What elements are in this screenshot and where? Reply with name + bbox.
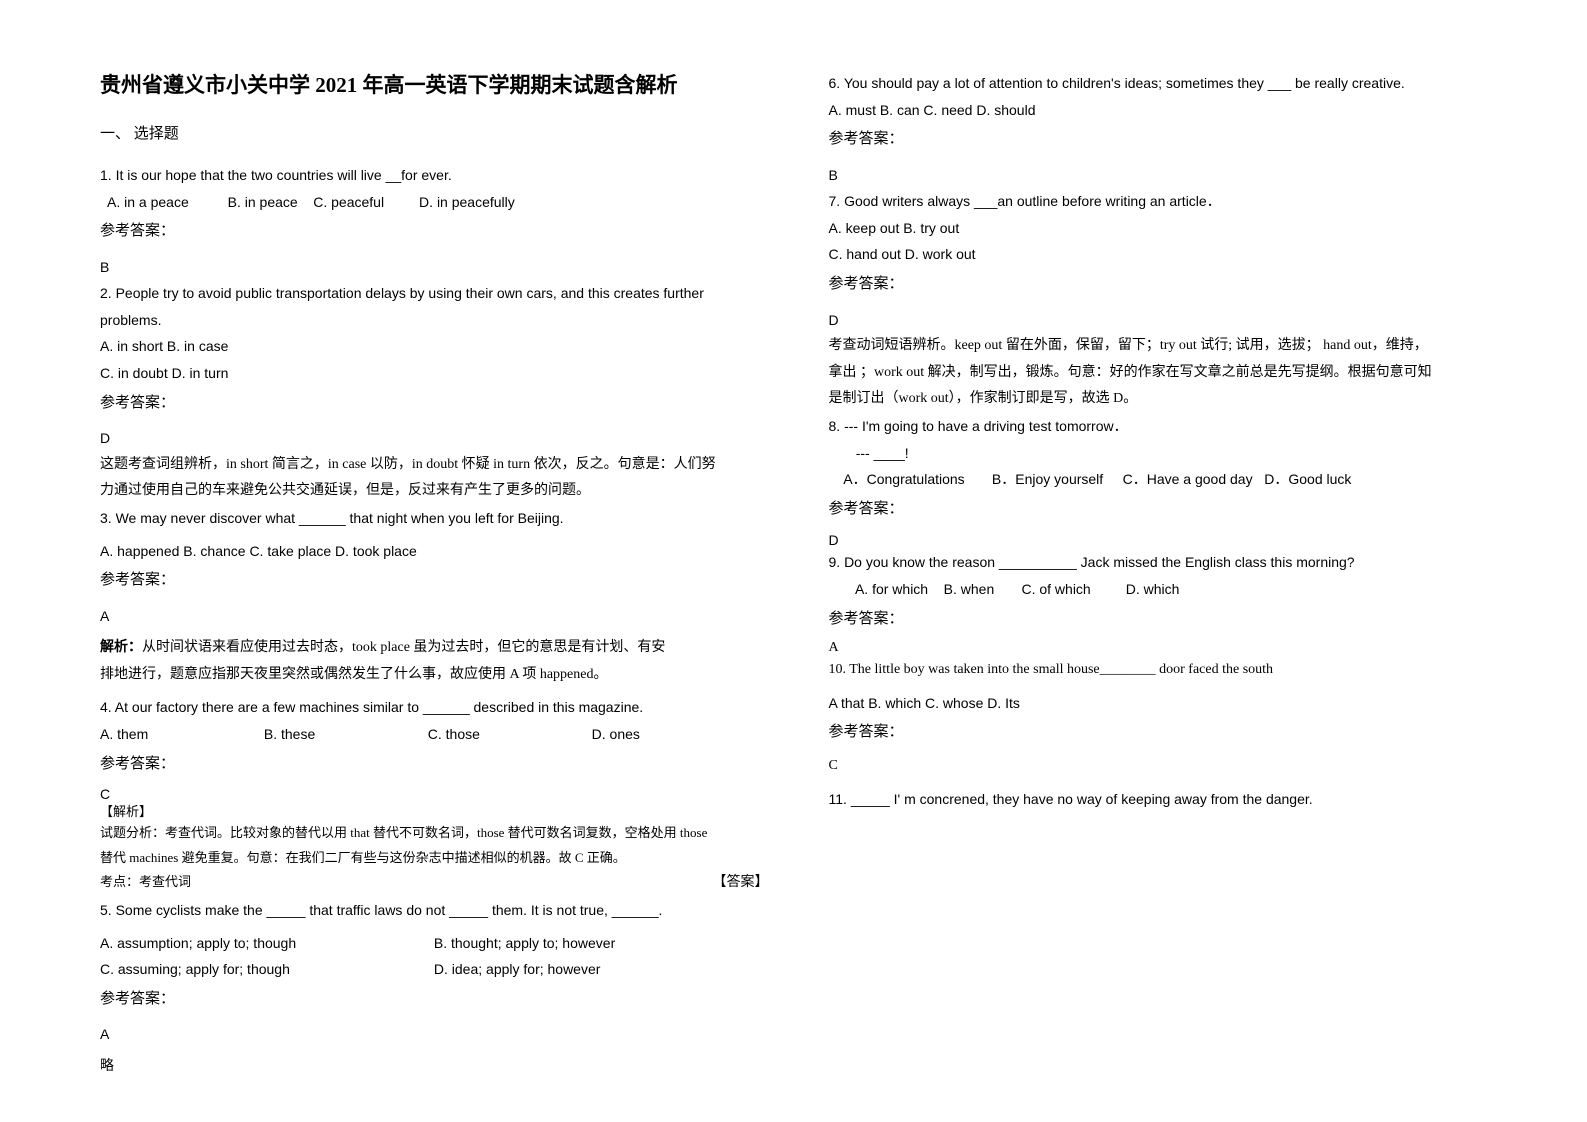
q7-explain-1: 考查动词短语辨析。keep out 留在外面，保留，留下；try out 试行;… <box>829 333 1498 360</box>
q2-explain-2: 力通过使用自己的车来避免公共交通延误，但是，反过来有产生了更多的问题。 <box>100 478 769 505</box>
q4-line3: 考点：考查代词 <box>100 870 191 895</box>
q4-answer: C <box>100 786 769 803</box>
q1-ans-label: 参考答案： <box>100 217 769 246</box>
q7-stem: 7. Good writers always ___an outline bef… <box>829 188 1498 215</box>
q1-options: A. in a peace B. in peace C. peaceful D.… <box>100 189 769 216</box>
q7-explain-2: 拿出 ；work out 解决，制写出，锻炼。句意：好的作家在写文章之前总是先写… <box>829 360 1498 387</box>
q5-opt-c: C. assuming; apply for; though <box>100 956 430 983</box>
q8-stem-2: --- ____! <box>829 440 1498 467</box>
q8-ans-label: 参考答案： <box>829 495 1498 524</box>
q4-line1: 试题分析：考查代词。比较对象的替代以用 that 替代不可数名词，those 替… <box>100 821 769 846</box>
q4-opt-c: C. those <box>428 721 588 748</box>
q10-stem: 10. The little boy was taken into the sm… <box>829 657 1498 684</box>
q9-stem: 9. Do you know the reason __________ Jac… <box>829 549 1498 576</box>
q1-stem: 1. It is our hope that the two countries… <box>100 162 769 189</box>
q5-stem: 5. Some cyclists make the _____ that tra… <box>100 897 769 924</box>
q10-answer: C <box>829 753 1498 780</box>
q5-lue: 略 <box>100 1054 769 1081</box>
q3-explain-1: 解析：从时间状语来看应使用过去时态，took place 虽为过去时，但它的意思… <box>100 635 769 662</box>
q1-answer: B <box>100 254 769 281</box>
q3-answer: A <box>100 603 769 630</box>
q5-options-row2: C. assuming; apply for; though D. idea; … <box>100 956 769 983</box>
q5-answer: A <box>100 1021 769 1048</box>
q4-stem: 4. At our factory there are a few machin… <box>100 694 769 721</box>
q7-options-b: C. hand out D. work out <box>829 241 1498 268</box>
doc-title: 贵州省遵义市小关中学 2021 年高一英语下学期期末试题含解析 <box>100 70 769 102</box>
q3-explain-2: 排地进行，题意应指那天夜里突然或偶然发生了什么事，故应使用 A 项 happen… <box>100 662 769 689</box>
q8-answer: D <box>829 531 1498 549</box>
q6-stem: 6. You should pay a lot of attention to … <box>829 70 1498 97</box>
q6-answer: B <box>829 162 1498 189</box>
q3-ans-label: 参考答案： <box>100 566 769 595</box>
q11-stem: 11. _____ I' m concrened, they have no w… <box>829 786 1498 813</box>
q3-explain-1-text: 从时间状语来看应使用过去时态，took place 虽为过去时，但它的意思是有计… <box>142 640 665 655</box>
q10-options: A that B. which C. whose D. Its <box>829 690 1498 717</box>
q2-options-a: A. in short B. in case <box>100 333 769 360</box>
q5-options-row1: A. assumption; apply to; though B. thoug… <box>100 930 769 957</box>
q4-daan-tag: 【答案】 <box>713 870 769 897</box>
q3-options: A. happened B. chance C. take place D. t… <box>100 538 769 565</box>
q5-opt-d: D. idea; apply for; however <box>434 956 601 983</box>
q7-answer: D <box>829 307 1498 334</box>
q3-explain-prefix: 解析： <box>100 640 142 655</box>
q4-ans-label: 参考答案： <box>100 750 769 779</box>
q10-ans-label: 参考答案： <box>829 718 1498 747</box>
q4-options: A. them B. these C. those D. ones <box>100 721 769 748</box>
q4-jiexi: 【解析】 <box>100 803 769 821</box>
q4-opt-a: A. them <box>100 721 260 748</box>
q7-options-a: A. keep out B. try out <box>829 215 1498 242</box>
q2-stem: 2. People try to avoid public transporta… <box>100 280 769 333</box>
q9-answer: A <box>829 639 1498 657</box>
q2-explain-1: 这题考查词组辨析，in short 简言之，in case 以防，in doub… <box>100 452 769 479</box>
q5-opt-a: A. assumption; apply to; though <box>100 930 430 957</box>
q7-ans-label: 参考答案： <box>829 270 1498 299</box>
q5-opt-b: B. thought; apply to; however <box>434 930 615 957</box>
page-columns: 贵州省遵义市小关中学 2021 年高一英语下学期期末试题含解析 一、 选择题 1… <box>100 70 1497 1082</box>
section-heading: 一、 选择题 <box>100 120 769 149</box>
q8-options: A．Congratulations B．Enjoy yourself C．Hav… <box>829 466 1498 493</box>
q3-stem: 3. We may never discover what ______ tha… <box>100 505 769 532</box>
q4-opt-d: D. ones <box>592 721 640 748</box>
q4-opt-b: B. these <box>264 721 424 748</box>
q9-options: A. for which B. when C. of which D. whic… <box>829 576 1498 603</box>
q5-ans-label: 参考答案： <box>100 985 769 1014</box>
q6-options: A. must B. can C. need D. should <box>829 97 1498 124</box>
q2-options-b: C. in doubt D. in turn <box>100 360 769 387</box>
q7-explain-3: 是制订出（work out），作家制订即是写，故选 D。 <box>829 386 1498 413</box>
q4-line2: 替代 machines 避免重复。句意：在我们二厂有些与这份杂志中描述相似的机器… <box>100 846 769 871</box>
q9-ans-label: 参考答案： <box>829 605 1498 634</box>
q6-ans-label: 参考答案： <box>829 125 1498 154</box>
q8-stem-1: 8. --- I'm going to have a driving test … <box>829 413 1498 440</box>
q4-line3-row: 考点：考查代词 【答案】 <box>100 870 769 897</box>
q2-ans-label: 参考答案： <box>100 389 769 418</box>
q2-answer: D <box>100 425 769 452</box>
